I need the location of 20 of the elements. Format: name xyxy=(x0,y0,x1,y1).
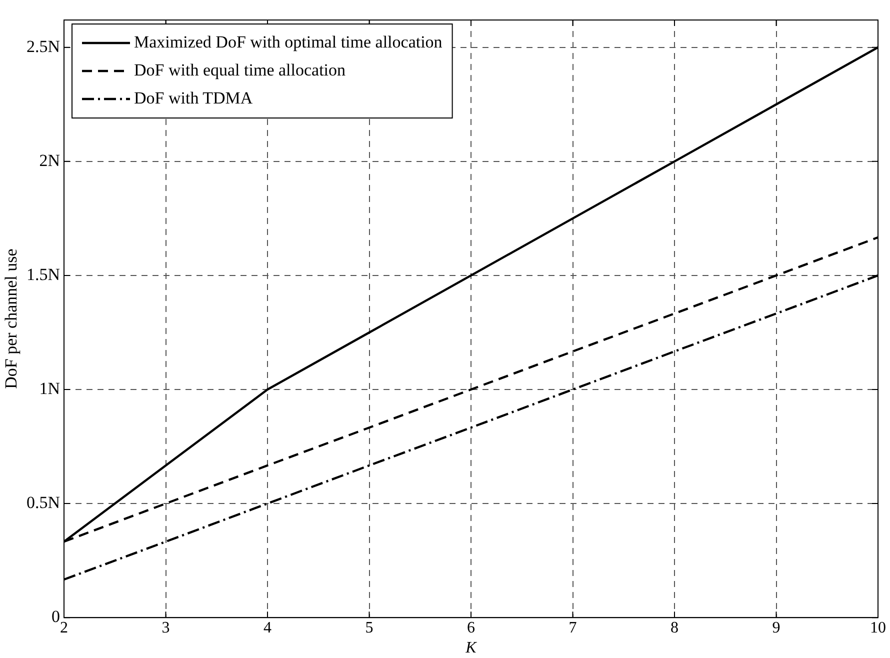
y-tick-label: 1.5N xyxy=(26,264,60,284)
legend-label: DoF with equal time allocation xyxy=(134,60,346,80)
x-tick-label: 2 xyxy=(60,619,68,636)
y-tick-label: 2.5N xyxy=(26,36,60,56)
x-tick-label: 8 xyxy=(670,619,678,636)
x-tick-label: 7 xyxy=(568,619,577,636)
x-tick-label: 4 xyxy=(264,619,272,636)
x-tick-label: 5 xyxy=(365,619,374,636)
y-tick-label: 1N xyxy=(39,378,60,398)
x-tick-label: 9 xyxy=(772,619,780,636)
y-tick-label: 0.5N xyxy=(26,493,60,512)
y-axis-title: DoF per channel use xyxy=(2,248,21,389)
x-tick-label: 6 xyxy=(467,619,475,636)
x-tick-label: 3 xyxy=(162,619,170,636)
legend-label: DoF with TDMA xyxy=(134,88,254,108)
x-tick-label: 10 xyxy=(870,619,886,636)
y-tick-label: 0 xyxy=(52,607,60,626)
x-axis-title: K xyxy=(464,640,478,657)
y-tick-label: 2N xyxy=(39,150,60,170)
legend-label: Maximized DoF with optimal time allocation xyxy=(134,32,443,52)
